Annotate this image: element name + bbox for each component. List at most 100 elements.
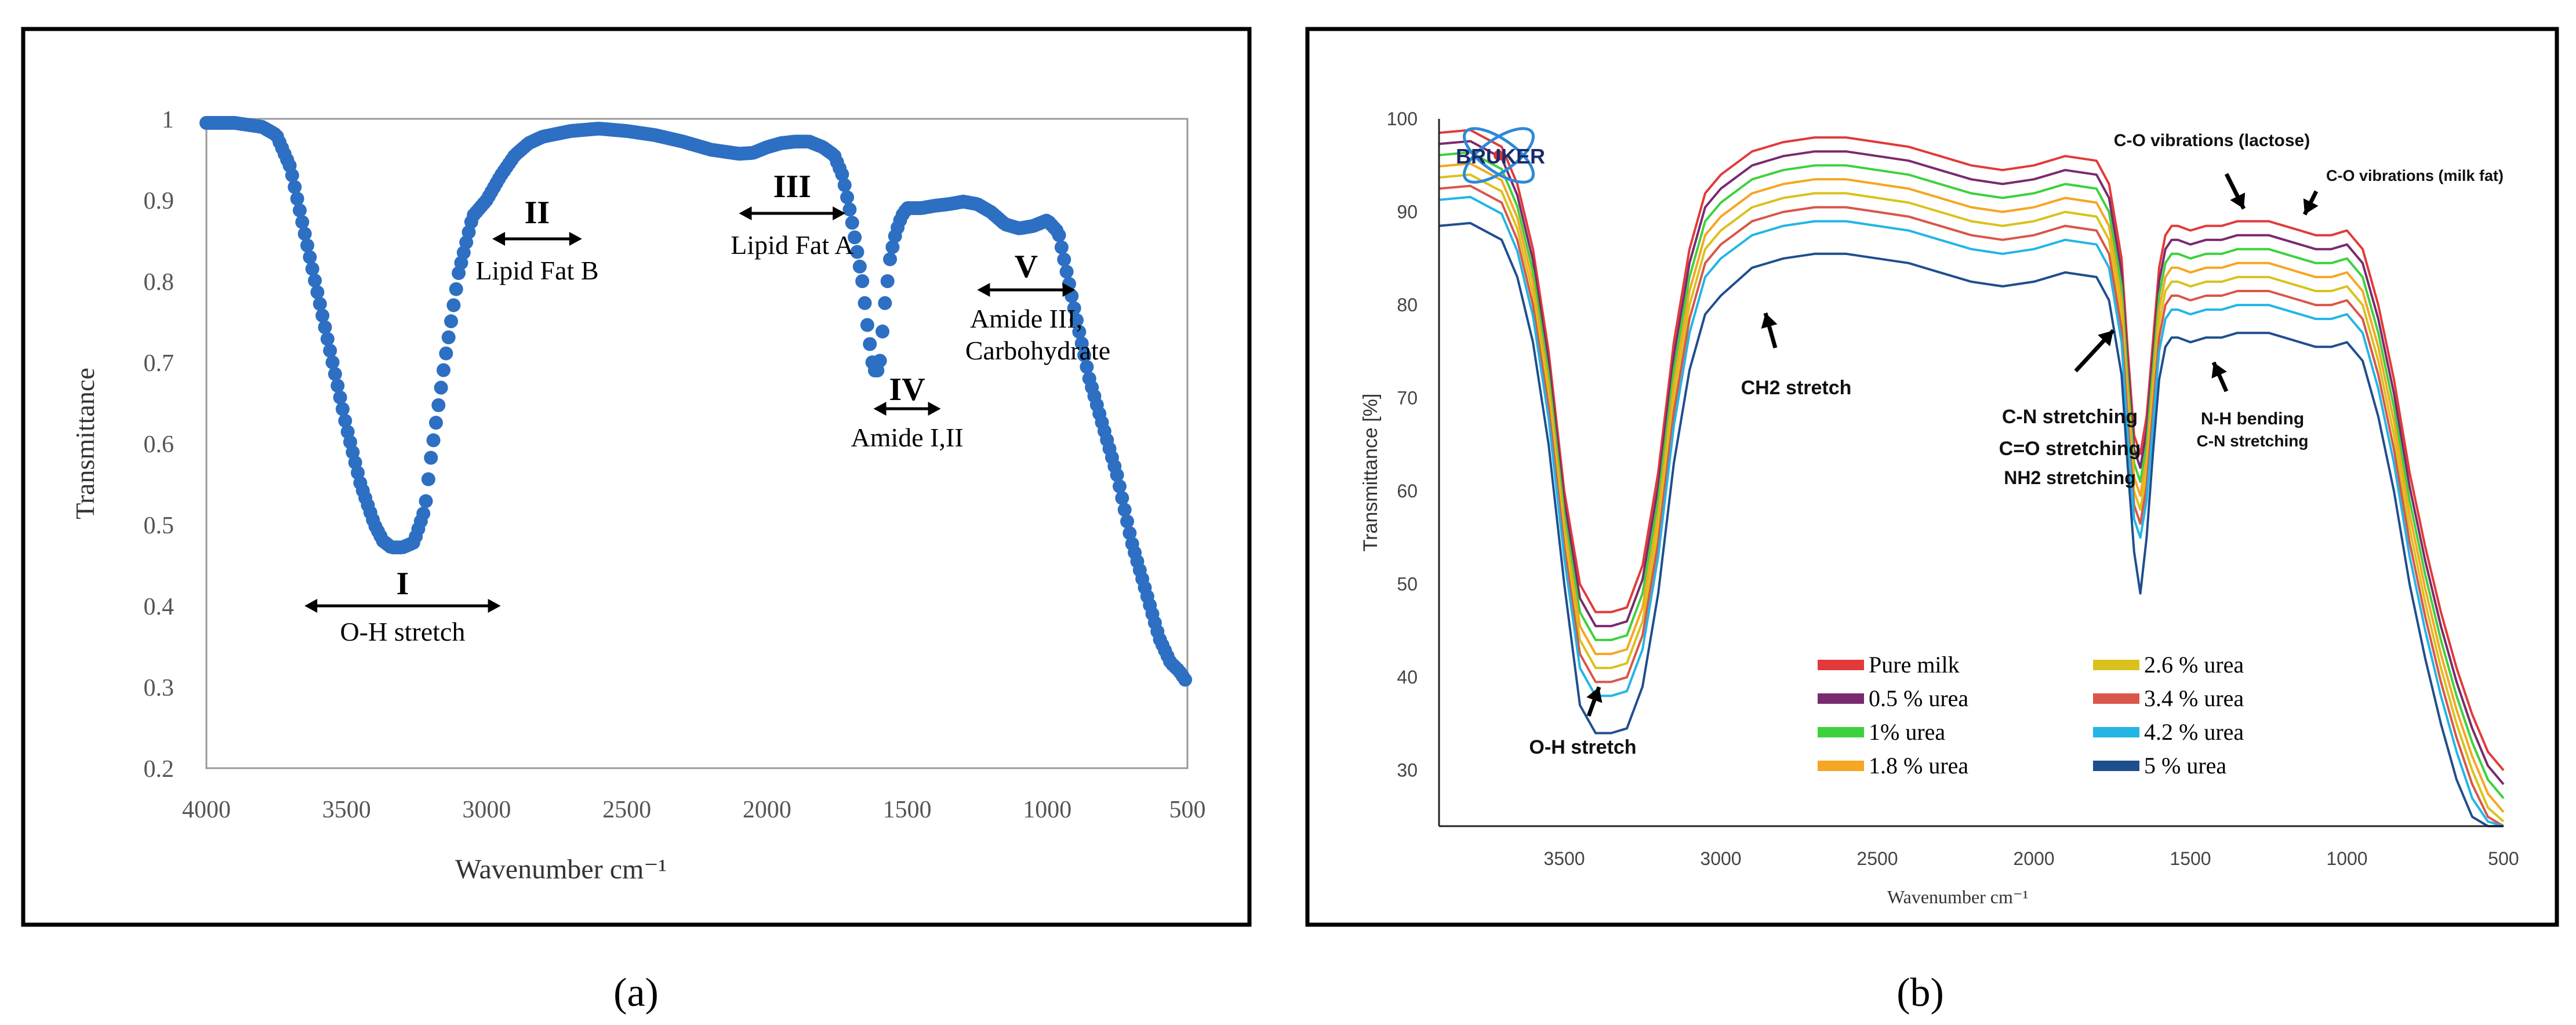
data-point — [845, 216, 859, 230]
panel-a-x-axis-label: Wavenumber cm⁻¹ — [455, 854, 667, 885]
arrow-head-left — [492, 232, 506, 246]
arrow-head-left — [977, 283, 990, 297]
annotation-label: C-O vibrations (lactose) — [2114, 131, 2310, 150]
data-point — [449, 282, 463, 296]
panel-a-frame — [21, 27, 1252, 927]
region-label: Lipid Fat A — [731, 230, 853, 260]
data-point — [421, 472, 435, 486]
legend-label: 4.2 % urea — [2144, 719, 2244, 745]
data-point — [426, 433, 441, 448]
bruker-logo-text: BRUKER — [1456, 144, 1545, 168]
region-label: O-H stretch — [340, 617, 465, 646]
data-point — [330, 379, 345, 393]
data-point — [416, 506, 431, 521]
data-point — [880, 274, 895, 288]
panel-a-y-tick-label: 0.7 — [144, 350, 175, 377]
data-point — [842, 202, 857, 217]
annotation-label: C-N stretching — [2002, 406, 2138, 428]
data-point — [318, 320, 332, 335]
series-line — [1438, 195, 2504, 827]
data-point — [850, 245, 864, 259]
legend-label: 0.5 % urea — [1869, 685, 1968, 711]
panel-b-x-tick-label: 2500 — [1856, 848, 1898, 869]
annotation-label: C-O vibrations (milk fat) — [2326, 167, 2504, 184]
region-numeral: III — [773, 169, 811, 205]
data-point — [1077, 348, 1092, 362]
arrow-head-left — [739, 206, 752, 220]
series-line — [1438, 162, 2505, 813]
arrow-head-right — [928, 402, 941, 416]
panel-b-chart: 30 40 50 60 70 80 90 100 3500 3000 2500 2000 1500 10… — [1360, 108, 2519, 907]
region-numeral: V — [1015, 249, 1038, 285]
data-point — [333, 390, 347, 405]
data-point — [1074, 336, 1089, 351]
data-point — [1110, 468, 1124, 482]
panel-a-chart: 0.2 0.3 0.4 0.5 0.6 0.7 0.8 0.9 1 4000 3500 3000 25… — [70, 107, 1206, 885]
panel-b-y-tick-label: 70 — [1397, 388, 1418, 409]
annotation-label: O-H stretch — [1529, 736, 1636, 758]
panel-b-y-tick-label: 30 — [1397, 760, 1418, 781]
legend-swatch — [2093, 660, 2139, 670]
data-point — [1113, 479, 1127, 493]
arrow-head-left — [873, 402, 886, 416]
data-point — [436, 363, 450, 377]
data-point — [837, 178, 852, 192]
arrow-head-right — [1062, 283, 1076, 297]
panel-a-x-tick-label: 1500 — [883, 797, 932, 823]
panel-b-y-tick-label: 40 — [1397, 667, 1418, 688]
panel-b-x-tick-label: 1000 — [2326, 848, 2367, 869]
arrow-head-right — [569, 232, 582, 246]
panel-b-x-tick-label: 500 — [2488, 848, 2519, 869]
legend-label: 1.8 % urea — [1869, 753, 1968, 779]
data-point — [290, 191, 304, 206]
panel-a-y-tick-label: 0.8 — [144, 269, 175, 296]
data-point — [1117, 503, 1132, 517]
data-point — [313, 297, 327, 311]
panel-a-y-tick-label: 0.3 — [144, 675, 175, 701]
data-point — [444, 314, 459, 329]
data-point — [325, 355, 340, 369]
data-point — [338, 413, 353, 428]
legend-label: 1% urea — [1869, 719, 1945, 745]
arrow-head — [2211, 362, 2227, 379]
arrow-head-right — [833, 206, 846, 220]
data-point — [863, 337, 877, 351]
panel-a-x-tick-label: 3500 — [322, 797, 371, 823]
panel-a-x-tick-label: 3000 — [462, 797, 511, 823]
legend-swatch — [1818, 761, 1864, 771]
data-point — [875, 324, 890, 339]
data-point — [835, 167, 849, 181]
data-point — [320, 332, 335, 346]
data-point — [1072, 325, 1087, 339]
data-point — [1080, 359, 1094, 374]
panel-a-x-tick-label: 4000 — [182, 797, 231, 823]
data-point — [308, 273, 322, 288]
data-point — [885, 240, 900, 255]
region-label: Lipid Fat B — [475, 256, 598, 285]
panel-a-y-tick-label: 0.4 — [144, 594, 175, 620]
annotation-label: N-H bending — [2201, 409, 2304, 428]
panel-b-x-tick-label: 3500 — [1543, 848, 1585, 869]
arrow-head — [2098, 330, 2113, 347]
data-point — [1054, 240, 1069, 255]
data-point — [315, 308, 330, 323]
data-point — [883, 252, 898, 267]
data-point — [446, 298, 461, 312]
data-point — [1052, 228, 1066, 242]
arrow-head — [1586, 687, 1603, 703]
data-point — [840, 190, 855, 205]
panel-a-x-tick-label: 500 — [1169, 797, 1206, 823]
series-line — [1438, 221, 2504, 827]
series-line — [1438, 140, 2505, 786]
data-point — [855, 274, 870, 288]
data-point — [295, 215, 310, 230]
panel-b-x-tick-label: 1500 — [2170, 848, 2211, 869]
arrow-head — [2230, 192, 2246, 209]
data-point — [303, 250, 317, 264]
legend-swatch — [1818, 693, 1864, 704]
region-label: Carbohydrate — [965, 336, 1110, 365]
data-point — [1070, 313, 1084, 328]
data-point — [1057, 252, 1071, 267]
legend-swatch — [2093, 727, 2139, 737]
